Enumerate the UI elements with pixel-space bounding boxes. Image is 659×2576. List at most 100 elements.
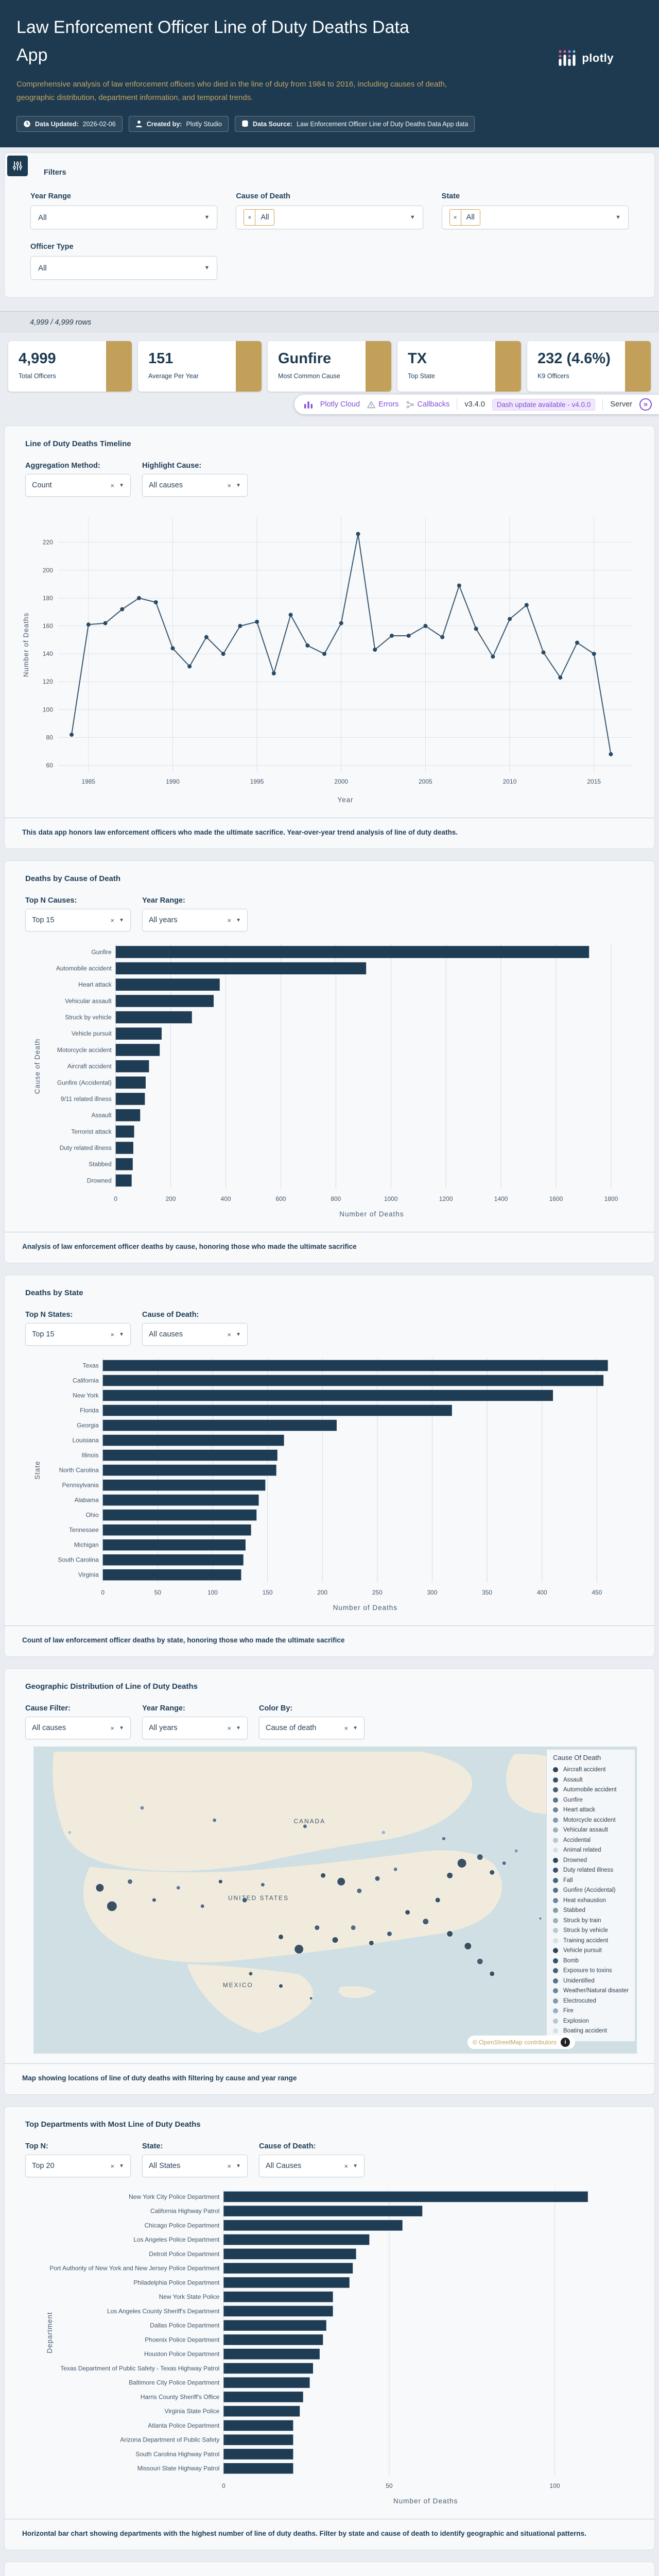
osm-attribution-text[interactable]: © OpenStreetMap contributors — [473, 2039, 557, 2046]
clear-icon[interactable]: × — [110, 481, 115, 489]
legend-item-assault[interactable]: Assault — [553, 1775, 629, 1785]
legend-item-exposure-to-toxins[interactable]: Exposure to toxins — [553, 1965, 629, 1976]
map-point — [107, 1901, 117, 1912]
officer-type-select[interactable]: All ▼ — [30, 256, 218, 280]
legend-item-vehicular-assault[interactable]: Vehicular assault — [553, 1825, 629, 1835]
legend-item-automobile-accident[interactable]: Automobile accident — [553, 1785, 629, 1795]
chevron-down-icon[interactable]: ▼ — [236, 2163, 241, 2169]
legend-dot — [553, 1968, 559, 1974]
legend-item-duty-related-illness[interactable]: Duty related illness — [553, 1865, 629, 1875]
legend-item-drowned[interactable]: Drowned — [553, 1855, 629, 1866]
cause-of-death-select[interactable]: All Causes × ▼ — [259, 2155, 365, 2178]
legend-item-gunfire-accidental[interactable]: Gunfire (Accidental) — [553, 1885, 629, 1895]
chevron-down-icon[interactable]: ▼ — [236, 482, 241, 488]
legend-item-accidental[interactable]: Accidental — [553, 1835, 629, 1845]
legend-item-explosion[interactable]: Explosion — [553, 2016, 629, 2026]
clear-icon[interactable]: × — [227, 481, 232, 489]
info-icon[interactable]: i — [561, 2038, 570, 2047]
year-range-select[interactable]: All years × ▼ — [142, 1717, 248, 1740]
callbacks-button[interactable]: Callbacks — [406, 400, 449, 409]
cause-of-death-select[interactable]: All causes × ▼ — [142, 1323, 248, 1346]
legend-item-motorcycle-accident[interactable]: Motorcycle accident — [553, 1815, 629, 1825]
timeline-line-chart[interactable]: 1985 1990 1995 2000 2005 2010 2015 60 80 100 120 14… — [18, 502, 641, 810]
svg-text:1400: 1400 — [494, 1195, 508, 1202]
cause-filter-select[interactable]: All causes × ▼ — [25, 1717, 131, 1740]
geo-map[interactable]: CANADA UNITED STATES MEXICO Cause Of Death… — [33, 1747, 637, 2056]
legend-item-heart-attack[interactable]: Heart attack — [553, 1805, 629, 1815]
clear-icon[interactable]: × — [344, 2162, 349, 2170]
legend-item-aircraft-accident[interactable]: Aircraft accident — [553, 1765, 629, 1775]
errors-button[interactable]: Errors — [367, 400, 399, 409]
chevron-down-icon[interactable]: ▼ — [119, 2163, 124, 2169]
clear-icon[interactable]: × — [227, 1724, 232, 1732]
dash-update-chip[interactable]: Dash update available - v4.0.0 — [492, 398, 596, 411]
aggregation-method-select[interactable]: Count × ▼ — [25, 474, 131, 497]
legend-item-animal-related[interactable]: Animal related — [553, 1845, 629, 1855]
clear-icon[interactable]: × — [227, 916, 232, 924]
legend-dot — [553, 1988, 559, 1994]
chevron-down-icon[interactable]: ▼ — [353, 2163, 358, 2169]
chevron-down-icon[interactable]: ▼ — [236, 917, 241, 923]
bar — [115, 962, 367, 975]
cause-of-death-select[interactable]: × All ▼ — [236, 206, 423, 230]
legend-item-electrocuted[interactable]: Electrocuted — [553, 1996, 629, 2006]
highlight-cause-select[interactable]: All causes × ▼ — [142, 474, 248, 497]
legend-item-training-accident[interactable]: Training accident — [553, 1936, 629, 1946]
legend-item-fall[interactable]: Fall — [553, 1875, 629, 1886]
year-range-select[interactable]: All years × ▼ — [142, 909, 248, 932]
collapse-toolbar-button[interactable]: » — [639, 398, 652, 411]
clear-icon[interactable]: × — [244, 210, 256, 226]
badge-label: Data Source: — [252, 120, 293, 128]
svg-text:Arizona Department of Public S: Arizona Department of Public Safety — [120, 2436, 219, 2444]
state-select[interactable]: × All ▼ — [441, 206, 629, 230]
causes-bar-chart[interactable]: 0 200 400 600 800 1000 1200 1400 1600 1800 Gunfire… — [18, 937, 641, 1225]
clear-icon[interactable]: × — [227, 1330, 232, 1338]
bar — [223, 2191, 588, 2202]
clear-icon[interactable]: × — [110, 1330, 115, 1338]
clear-icon[interactable]: × — [450, 210, 461, 226]
color-by-select[interactable]: Cause of death × ▼ — [259, 1717, 365, 1740]
chevron-down-icon[interactable]: ▼ — [236, 1725, 241, 1731]
map-canvas[interactable]: CANADA UNITED STATES MEXICO — [33, 1747, 637, 2056]
legend-dot — [553, 2018, 559, 2024]
legend-item-vehicle-pursuit[interactable]: Vehicle pursuit — [553, 1945, 629, 1956]
chevron-down-icon[interactable]: ▼ — [119, 1725, 124, 1731]
clear-icon[interactable]: × — [344, 1724, 349, 1732]
map-point — [332, 1937, 339, 1944]
clear-icon[interactable]: × — [227, 2162, 232, 2170]
top-n-select[interactable]: Top 20 × ▼ — [25, 2155, 131, 2178]
year-range-select[interactable]: All ▼ — [30, 206, 218, 230]
clear-icon[interactable]: × — [110, 2162, 115, 2170]
top-n-states-select[interactable]: Top 15 × ▼ — [25, 1323, 131, 1346]
badge-row: Data Updated: 2026-02-06 Created by: Plotly… — [16, 116, 643, 132]
chevron-down-icon[interactable]: ▼ — [204, 214, 210, 221]
clear-icon[interactable]: × — [110, 1724, 115, 1732]
svg-text:Virginia: Virginia — [78, 1571, 99, 1579]
legend-item-stabbed[interactable]: Stabbed — [553, 1905, 629, 1916]
legend-item-heat-exhaustion[interactable]: Heat exhaustion — [553, 1895, 629, 1906]
map-label-united-states: UNITED STATES — [228, 1894, 289, 1902]
state-select[interactable]: All States × ▼ — [142, 2155, 248, 2178]
legend-item-struck-by-train[interactable]: Struck by train — [553, 1916, 629, 1926]
legend-item-fire[interactable]: Fire — [553, 2006, 629, 2016]
chevron-down-icon[interactable]: ▼ — [119, 482, 124, 488]
clear-icon[interactable]: × — [110, 916, 115, 924]
legend-item-struck-by-vehicle[interactable]: Struck by vehicle — [553, 1925, 629, 1936]
states-bar-chart[interactable]: 0 50 100 150 200 250 300 350 400 450 Texas Californ… — [18, 1351, 641, 1618]
departments-bar-chart[interactable]: 0 50 100 New York City Police Department Cal… — [18, 2182, 641, 2512]
legend-item-bomb[interactable]: Bomb — [553, 1956, 629, 1966]
control-label: Cause of Death: — [142, 1311, 199, 1319]
legend-item-gunfire[interactable]: Gunfire — [553, 1795, 629, 1805]
top-n-causes-select[interactable]: Top 15 × ▼ — [25, 909, 131, 932]
chevron-down-icon[interactable]: ▼ — [236, 1331, 241, 1337]
legend-item-unidentified[interactable]: Unidentified — [553, 1976, 629, 1986]
legend-item-boating-accident[interactable]: Boating accident — [553, 2026, 629, 2036]
chevron-down-icon[interactable]: ▼ — [615, 214, 621, 221]
chevron-down-icon[interactable]: ▼ — [119, 1331, 124, 1337]
chevron-down-icon[interactable]: ▼ — [409, 214, 415, 221]
chevron-down-icon[interactable]: ▼ — [353, 1725, 358, 1731]
plotly-cloud-button[interactable]: Plotly Cloud — [320, 400, 360, 409]
legend-item-weather-natural-disaster[interactable]: Weather/Natural disaster — [553, 1986, 629, 1996]
chevron-down-icon[interactable]: ▼ — [119, 917, 124, 923]
chevron-down-icon[interactable]: ▼ — [204, 265, 210, 272]
